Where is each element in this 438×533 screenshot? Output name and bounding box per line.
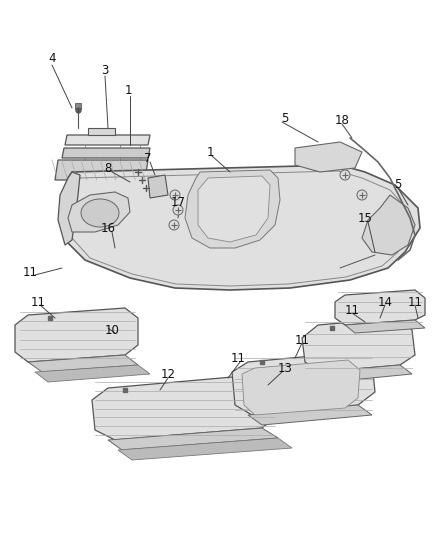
Text: 12: 12 [160, 368, 176, 382]
Text: 10: 10 [105, 324, 120, 336]
Polygon shape [248, 405, 372, 425]
Circle shape [173, 205, 183, 215]
Ellipse shape [81, 199, 119, 227]
Text: 4: 4 [48, 52, 56, 64]
Polygon shape [232, 352, 375, 415]
Text: 11: 11 [230, 351, 246, 365]
Text: 7: 7 [144, 151, 152, 165]
Text: 8: 8 [104, 161, 112, 174]
Polygon shape [55, 160, 148, 180]
Polygon shape [302, 318, 415, 372]
Circle shape [340, 170, 350, 180]
Polygon shape [28, 355, 138, 372]
Polygon shape [118, 438, 292, 460]
Text: 3: 3 [101, 63, 109, 77]
Text: 15: 15 [357, 212, 372, 224]
Polygon shape [108, 428, 278, 450]
Circle shape [169, 220, 179, 230]
Text: 1: 1 [206, 146, 214, 158]
Polygon shape [295, 142, 362, 172]
Text: 11: 11 [294, 334, 310, 346]
Text: 11: 11 [407, 295, 423, 309]
Polygon shape [148, 175, 168, 198]
Text: 11: 11 [22, 265, 38, 279]
Text: 14: 14 [378, 295, 392, 309]
Polygon shape [185, 170, 280, 248]
Text: 11: 11 [31, 295, 46, 309]
Polygon shape [62, 148, 150, 158]
Polygon shape [242, 360, 360, 415]
Polygon shape [88, 128, 115, 135]
Polygon shape [198, 176, 270, 242]
Polygon shape [92, 375, 278, 440]
Text: 18: 18 [335, 114, 350, 126]
Text: 5: 5 [394, 179, 402, 191]
Text: 1: 1 [124, 84, 132, 96]
Text: 13: 13 [278, 361, 293, 375]
Circle shape [357, 190, 367, 200]
Polygon shape [15, 308, 138, 362]
Polygon shape [35, 365, 150, 382]
Polygon shape [345, 320, 425, 333]
Text: 16: 16 [100, 222, 116, 235]
Circle shape [170, 190, 180, 200]
Text: 5: 5 [281, 111, 289, 125]
Text: 17: 17 [170, 196, 186, 208]
Polygon shape [65, 135, 150, 145]
Polygon shape [335, 290, 425, 325]
Polygon shape [318, 365, 412, 382]
Polygon shape [58, 172, 80, 245]
Polygon shape [362, 195, 415, 255]
Text: 11: 11 [345, 303, 360, 317]
Polygon shape [60, 165, 420, 290]
Polygon shape [68, 192, 130, 232]
